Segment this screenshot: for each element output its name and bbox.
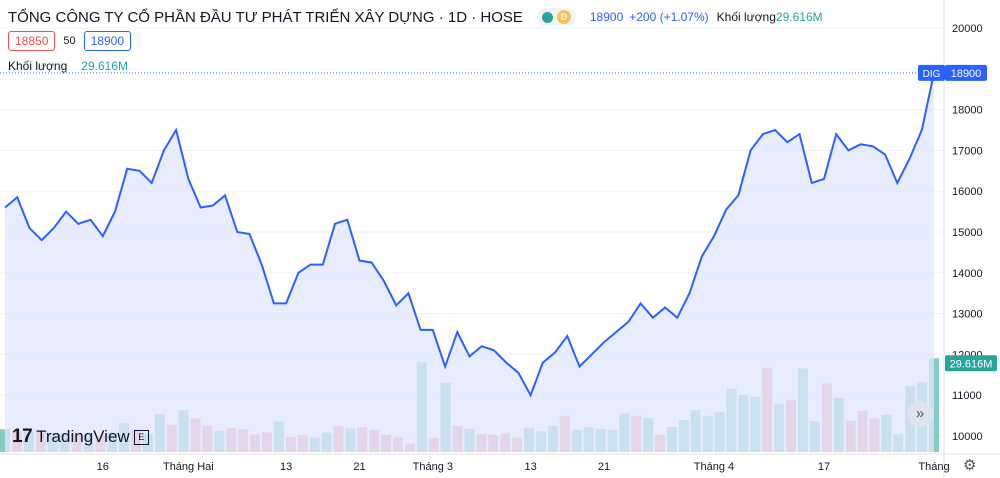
tv-brand-name: TradingView: [36, 427, 130, 446]
market-open-icon: [541, 11, 553, 23]
x-tick-label: 13: [524, 461, 536, 473]
spread-value: 50: [63, 35, 76, 47]
y-tick-label: 15000: [952, 227, 983, 239]
y-axis[interactable]: 2000019000180001700016000150001400013000…: [952, 23, 983, 443]
scroll-to-realtime-button[interactable]: »: [907, 401, 933, 427]
symbol-title[interactable]: TỔNG CÔNG TY CỔ PHẦN ĐẦU TƯ PHÁT TRIỂN X…: [8, 8, 523, 26]
y-tick-label: 13000: [952, 309, 983, 321]
volume-value: 29.616M: [775, 10, 823, 24]
tradingview-logo[interactable]: 17 TradingView E: [12, 426, 149, 448]
x-tick-label: 13: [280, 461, 292, 473]
x-tick-label: 21: [353, 461, 365, 473]
price-change: +200 (+1.07%): [629, 10, 709, 24]
volume-legend[interactable]: Khối lượng 29.616M: [8, 59, 128, 73]
chart-header: TỔNG CÔNG TY CỔ PHẦN ĐẦU TƯ PHÁT TRIỂN X…: [8, 8, 823, 26]
market-status[interactable]: D: [536, 8, 576, 26]
price-area: [5, 72, 934, 453]
volume-tag: [945, 355, 997, 372]
y-tick-label: 20000: [952, 23, 983, 35]
last-price: 18900: [589, 10, 624, 24]
y-tick-label: 14000: [952, 268, 983, 280]
dividend-badge[interactable]: D: [556, 10, 571, 24]
x-tick-label: Tháng 3: [413, 461, 453, 473]
ask-button[interactable]: 18900: [83, 31, 131, 51]
tv-logo-icon: 17: [12, 426, 33, 447]
x-tick-label: Tháng: [918, 461, 949, 473]
volume-legend-label: Khối lượng: [8, 59, 68, 73]
gear-icon[interactable]: ⚙: [963, 457, 977, 474]
x-tick-label: Tháng Hai: [163, 461, 214, 473]
price-line: [4, 72, 935, 398]
x-axis[interactable]: 16 Tháng Hai 13 21 Tháng 3 13 21 Tháng 4 17 Tháng: [97, 461, 950, 473]
volume-label: Khối lượng: [716, 10, 776, 24]
volume-tag-label: 29.616M: [950, 358, 993, 370]
y-tick-label: 11000: [952, 390, 982, 402]
axis-tags: DIG 18900 29.616M: [918, 64, 997, 372]
bid-button[interactable]: 18850: [8, 31, 56, 51]
quote-row: 18850 50 18900: [8, 31, 131, 51]
x-tick-label: 16: [97, 461, 109, 473]
x-tick-label: 17: [818, 461, 830, 473]
volume-legend-value: 29.616M: [81, 59, 128, 73]
y-tick-label: 16000: [952, 186, 983, 198]
y-tick-label: 18000: [952, 105, 983, 117]
x-tick-label: 21: [598, 461, 610, 473]
price-tag-label: 18900: [951, 68, 982, 80]
y-tick-label: 17000: [952, 145, 983, 157]
x-tick-label: Tháng 4: [694, 461, 734, 473]
symbol-tag-label: DIG: [923, 69, 941, 80]
symbol-tag: [918, 64, 945, 81]
exchange-badge: E: [133, 429, 149, 445]
y-tick-label: 10000: [952, 431, 983, 443]
price-tag: [945, 64, 987, 81]
